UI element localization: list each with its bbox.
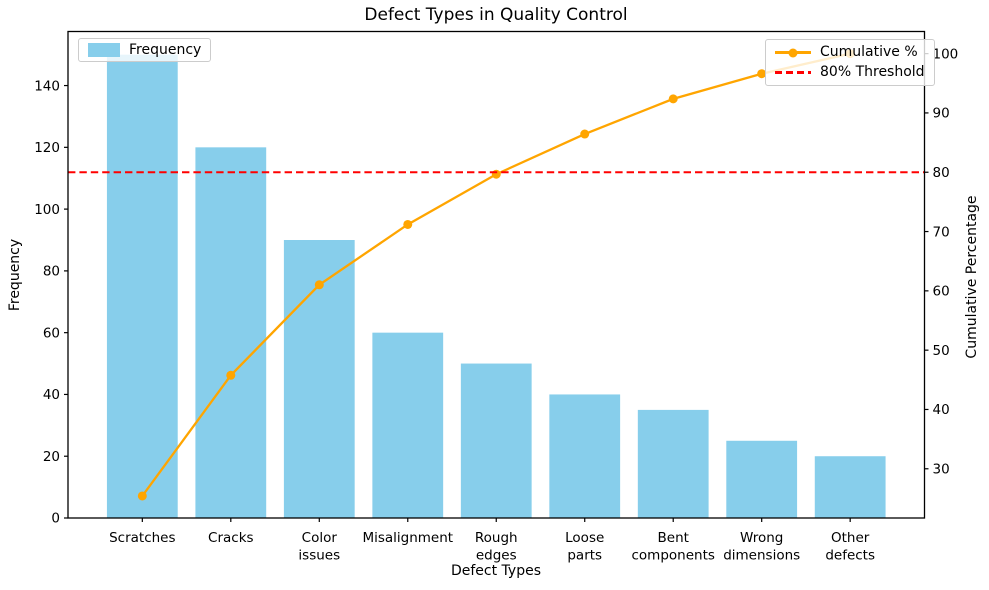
x-tick-label: Cracks (208, 530, 254, 546)
x-tick-label: Scratches (109, 530, 175, 546)
x-tick-label: Misalignment (362, 530, 453, 546)
cumulative-point (226, 370, 236, 380)
cumulative-point (314, 280, 324, 290)
frequency-bar (637, 409, 709, 518)
legend-item-frequency: Frequency (88, 42, 201, 59)
right-tick-label: 40 (933, 402, 950, 418)
right-tick-label: 60 (933, 284, 950, 300)
left-tick-label: 60 (43, 325, 60, 341)
frequency-bar (726, 440, 798, 518)
left-tick-label: 0 (51, 511, 60, 527)
frequency-bar (195, 147, 267, 519)
left-tick-label: 40 (43, 387, 60, 403)
right-tick-label: 30 (933, 461, 950, 477)
frequency-bar (460, 363, 532, 518)
cumulative-point (137, 491, 147, 501)
left-axis-label: Frequency (7, 238, 23, 312)
x-tick-label: Other defects (825, 530, 875, 564)
frequency-swatch-icon (88, 43, 120, 57)
left-tick-label: 140 (34, 78, 60, 94)
chart-title: Defect Types in Quality Control (364, 5, 628, 25)
legend-frequency: Frequency (78, 38, 212, 62)
legend-item-threshold: 80% Threshold (775, 64, 925, 81)
x-tick-label: Bent components (632, 530, 715, 564)
frequency-bar (106, 54, 178, 519)
x-tick-label: Loose parts (565, 530, 604, 564)
legend-threshold-label: 80% Threshold (820, 64, 925, 80)
cumulative-line-swatch-icon (775, 46, 811, 60)
legend-item-cumulative: Cumulative % (775, 44, 925, 61)
left-tick-label: 100 (34, 202, 60, 218)
threshold-dash-swatch-icon (775, 66, 811, 80)
right-tick-label: 70 (933, 224, 950, 240)
right-axis-label: Cumulative Percentage (964, 195, 980, 359)
left-tick-label: 120 (34, 140, 60, 156)
x-tick-label: Color issues (298, 530, 340, 564)
cumulative-line-marker (788, 48, 798, 57)
frequency-bar (372, 332, 444, 518)
frequency-bar (814, 456, 886, 518)
right-tick-label: 50 (933, 343, 950, 359)
left-tick-label: 80 (43, 264, 60, 280)
x-tick-label: Wrong dimensions (723, 530, 800, 564)
right-tick-label: 90 (933, 106, 950, 122)
x-axis-label: Defect Types (450, 563, 542, 579)
threshold-dash-line (775, 71, 811, 74)
left-tick-label: 20 (43, 449, 60, 465)
legend-cumulative: Cumulative % 80% Threshold (765, 39, 935, 86)
x-tick-label: Rough edges (475, 530, 518, 564)
cumulative-point (403, 219, 413, 229)
cumulative-point (757, 69, 767, 79)
right-tick-label: 80 (933, 165, 950, 181)
legend-cumulative-label: Cumulative % (820, 44, 918, 60)
right-tick-label: 100 (933, 46, 959, 62)
legend-frequency-label: Frequency (129, 41, 202, 58)
cumulative-point (668, 94, 678, 104)
cumulative-point (580, 129, 590, 139)
frequency-bar (549, 394, 621, 518)
cumulative-point (491, 169, 501, 179)
